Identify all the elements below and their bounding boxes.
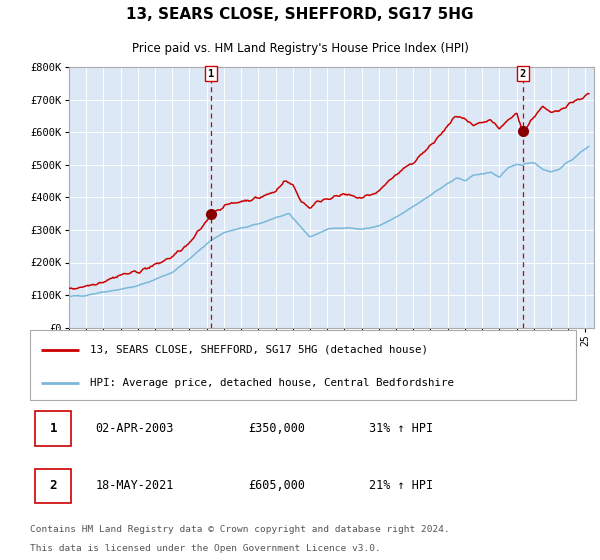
Text: Price paid vs. HM Land Registry's House Price Index (HPI): Price paid vs. HM Land Registry's House …: [131, 42, 469, 55]
Text: 1: 1: [208, 68, 214, 78]
Text: 13, SEARS CLOSE, SHEFFORD, SG17 5HG: 13, SEARS CLOSE, SHEFFORD, SG17 5HG: [126, 7, 474, 22]
Text: 02-APR-2003: 02-APR-2003: [95, 422, 174, 435]
FancyBboxPatch shape: [35, 411, 71, 446]
Text: HPI: Average price, detached house, Central Bedfordshire: HPI: Average price, detached house, Cent…: [90, 378, 454, 388]
FancyBboxPatch shape: [35, 469, 71, 503]
FancyBboxPatch shape: [30, 330, 576, 400]
Text: £350,000: £350,000: [248, 422, 305, 435]
Text: 1: 1: [49, 422, 57, 435]
Text: 31% ↑ HPI: 31% ↑ HPI: [368, 422, 433, 435]
Text: 2: 2: [49, 479, 57, 492]
Text: Contains HM Land Registry data © Crown copyright and database right 2024.: Contains HM Land Registry data © Crown c…: [30, 525, 450, 534]
Text: This data is licensed under the Open Government Licence v3.0.: This data is licensed under the Open Gov…: [30, 544, 381, 553]
Text: 18-MAY-2021: 18-MAY-2021: [95, 479, 174, 492]
Text: 21% ↑ HPI: 21% ↑ HPI: [368, 479, 433, 492]
Text: £605,000: £605,000: [248, 479, 305, 492]
Text: 2: 2: [520, 68, 526, 78]
Text: 13, SEARS CLOSE, SHEFFORD, SG17 5HG (detached house): 13, SEARS CLOSE, SHEFFORD, SG17 5HG (det…: [90, 345, 428, 355]
